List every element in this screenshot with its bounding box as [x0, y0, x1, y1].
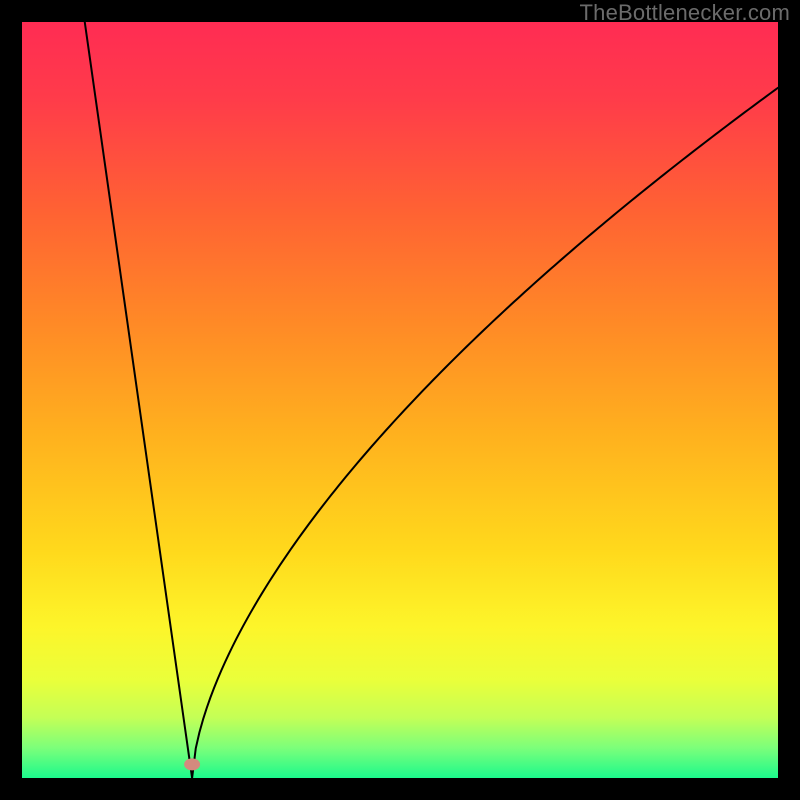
- background-gradient: [22, 22, 778, 778]
- stage: TheBottlenecker.com: [0, 0, 800, 800]
- plot-svg: [22, 22, 778, 778]
- marker-dot: [184, 758, 200, 770]
- plot-area: [22, 22, 778, 778]
- watermark-text: TheBottlenecker.com: [580, 0, 790, 26]
